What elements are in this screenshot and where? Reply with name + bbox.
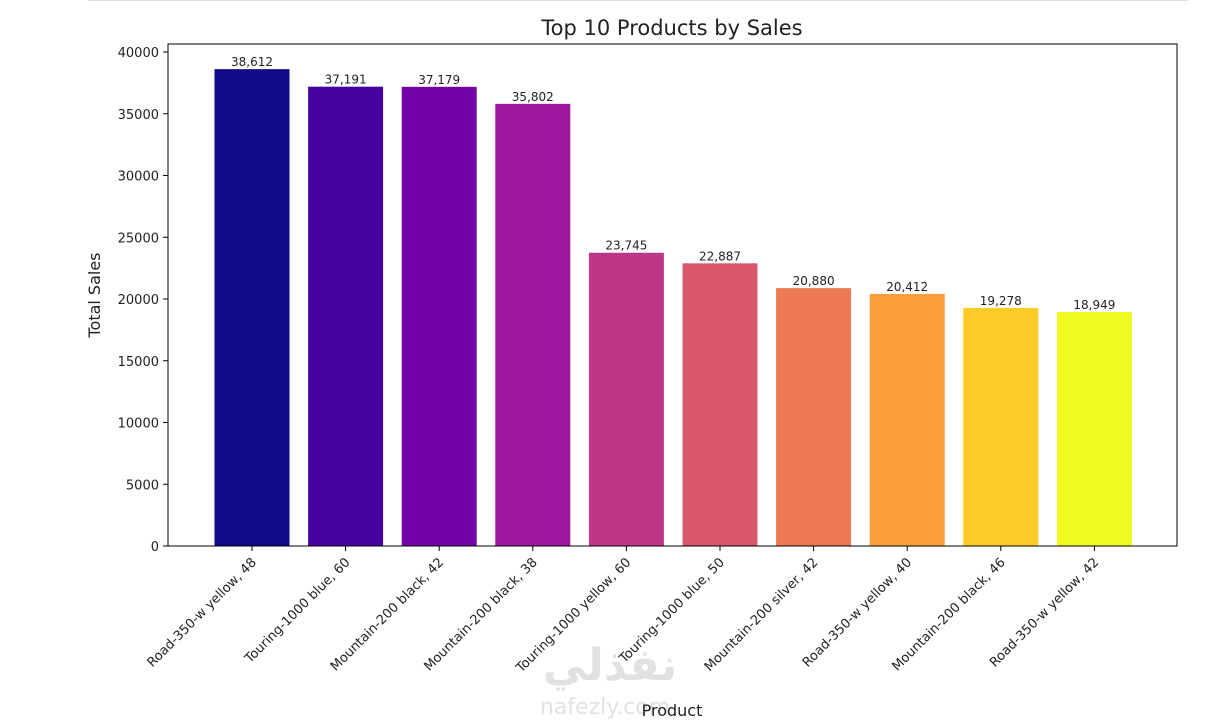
plot-frame xyxy=(167,43,1178,547)
bar xyxy=(401,86,477,546)
y-tick-label: 15000 xyxy=(118,355,159,370)
svg-text:nafezly.com: nafezly.com xyxy=(540,695,670,720)
bar-data-label: 37,191 xyxy=(325,73,367,87)
bar-data-label: 20,880 xyxy=(793,274,835,288)
bar xyxy=(682,263,758,546)
x-tick-label: Road-350-w yellow, 40 xyxy=(800,555,915,670)
bar-data-label: 38,612 xyxy=(231,55,273,69)
bar-data-label: 35,802 xyxy=(512,90,554,104)
bar-data-label: 18,949 xyxy=(1073,298,1115,312)
y-axis-label: Total Sales xyxy=(85,252,104,338)
y-tick-label: 20000 xyxy=(118,293,159,308)
bar xyxy=(308,86,384,546)
bar-data-label: 19,278 xyxy=(980,294,1022,308)
svg-text:نفذلي: نفذلي xyxy=(543,640,678,691)
top-divider xyxy=(88,0,1188,1)
bar xyxy=(776,288,852,546)
x-tick-label: Road-350-w yellow, 48 xyxy=(145,555,260,670)
x-axis-label: Product xyxy=(642,701,703,720)
bar xyxy=(869,293,945,546)
y-tick-label: 5000 xyxy=(126,478,159,493)
y-tick-label: 10000 xyxy=(118,417,159,432)
bar-data-label: 37,179 xyxy=(418,73,460,87)
x-tick-label: Road-350-w yellow, 42 xyxy=(987,555,1102,670)
bar-data-label: 23,745 xyxy=(605,239,647,253)
bar xyxy=(214,69,290,547)
watermark-logo: نفذلي nafezly.com xyxy=(540,640,677,720)
y-tick-label: 35000 xyxy=(118,108,159,123)
x-tick-label: Touring-1000 blue, 60 xyxy=(242,555,354,667)
bar xyxy=(588,252,664,546)
y-tick-label: 25000 xyxy=(118,231,159,246)
bar xyxy=(1056,311,1132,546)
y-tick-label: 30000 xyxy=(118,170,159,185)
y-tick-label: 40000 xyxy=(118,46,159,61)
bar xyxy=(495,103,571,546)
chart-title: Top 10 Products by Sales xyxy=(540,16,802,40)
bar-data-label: 22,887 xyxy=(699,249,741,263)
bar xyxy=(963,307,1039,546)
y-tick-label: 0 xyxy=(151,540,159,555)
bar-data-label: 20,412 xyxy=(886,280,928,294)
